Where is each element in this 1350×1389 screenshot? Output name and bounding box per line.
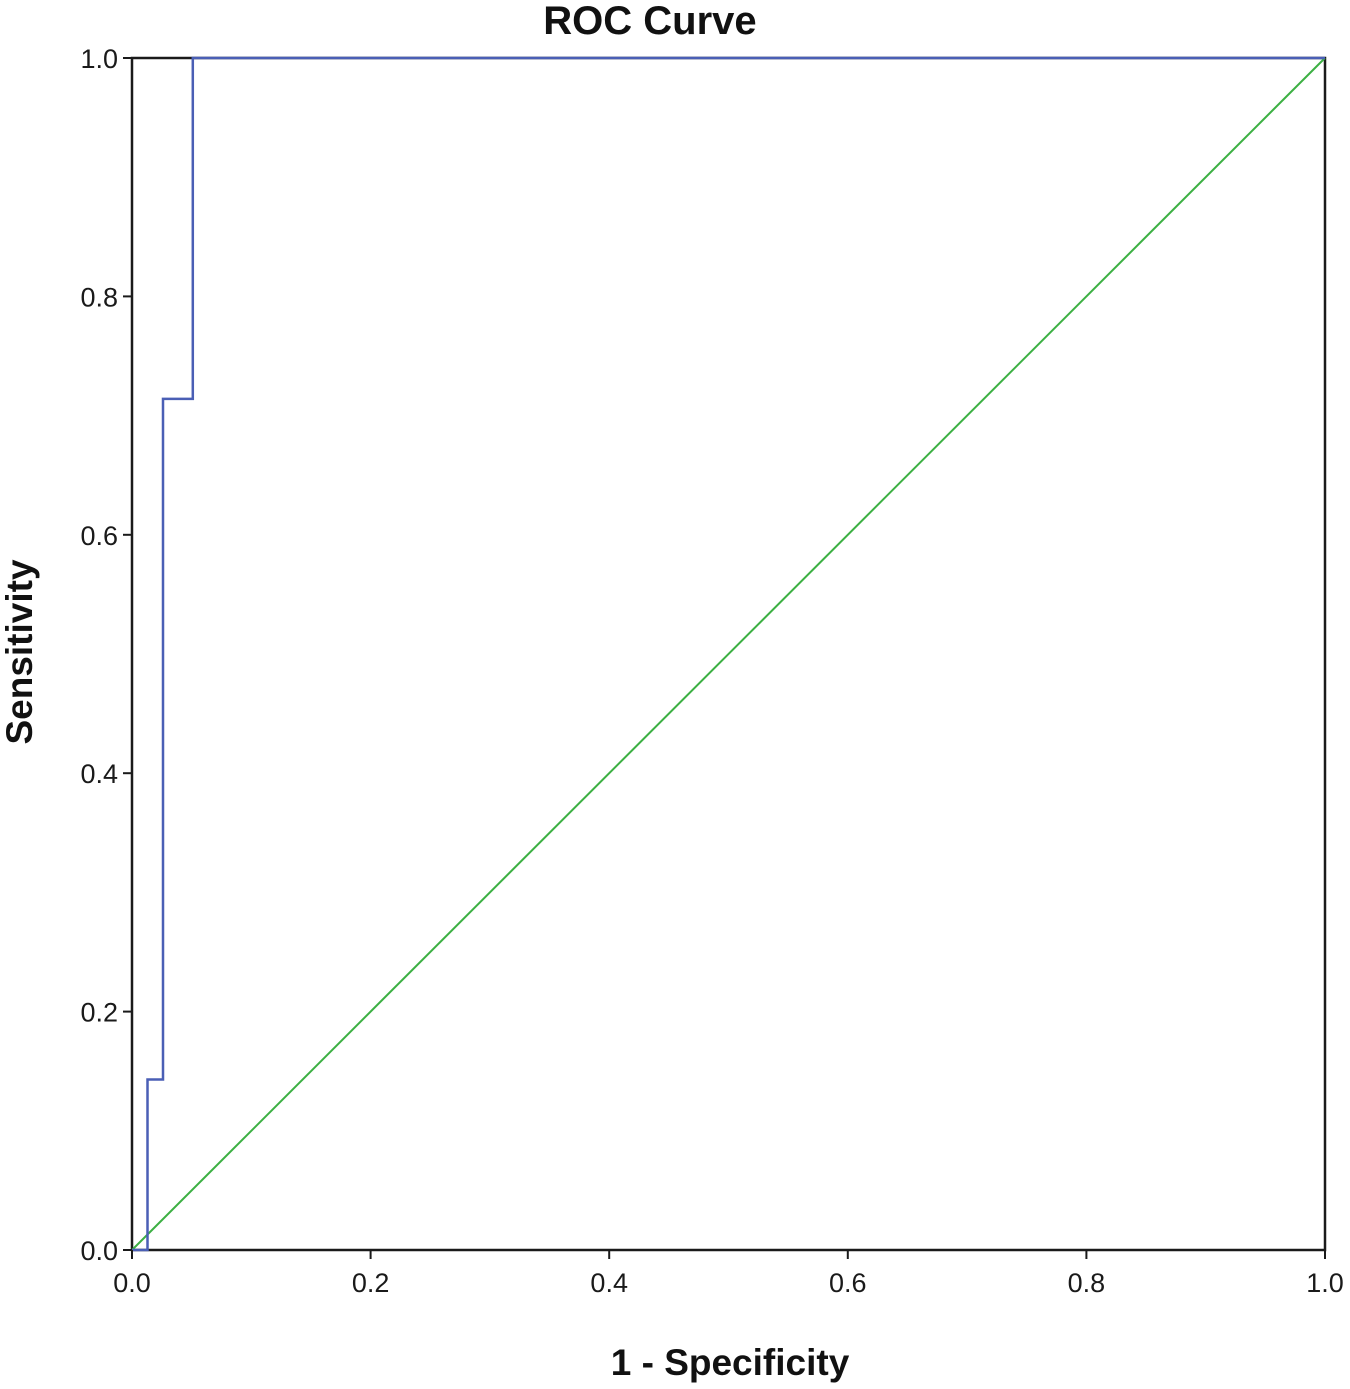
y-tick-label: 0.2 (80, 998, 118, 1028)
x-tick-label: 0.8 (1068, 1268, 1106, 1298)
reference-diagonal-line (131, 57, 1326, 1251)
x-tick-label: 0.2 (352, 1268, 390, 1298)
y-tick-label: 0.6 (80, 521, 118, 551)
y-axis-ticks: 0.0 0.2 0.4 0.6 0.8 1.0 (80, 44, 132, 1266)
chart-title: ROC Curve (543, 0, 756, 43)
roc-curve-line (132, 56, 1325, 1252)
y-axis-title: Sensitivity (0, 559, 40, 744)
x-tick-label: 1.0 (1306, 1268, 1344, 1298)
y-tick-label: 0.4 (80, 759, 118, 789)
y-tick-label: 1.0 (80, 44, 118, 74)
y-tick-label: 0.0 (80, 1236, 118, 1266)
series-layer (131, 56, 1326, 1252)
x-axis-ticks: 0.0 0.2 0.4 0.6 0.8 1.0 (113, 1250, 1344, 1298)
x-tick-label: 0.6 (829, 1268, 867, 1298)
x-tick-label: 0.4 (590, 1268, 628, 1298)
y-tick-label: 0.8 (80, 282, 118, 312)
x-tick-label: 0.0 (113, 1268, 151, 1298)
x-axis-title: 1 - Specificity (611, 1342, 850, 1383)
